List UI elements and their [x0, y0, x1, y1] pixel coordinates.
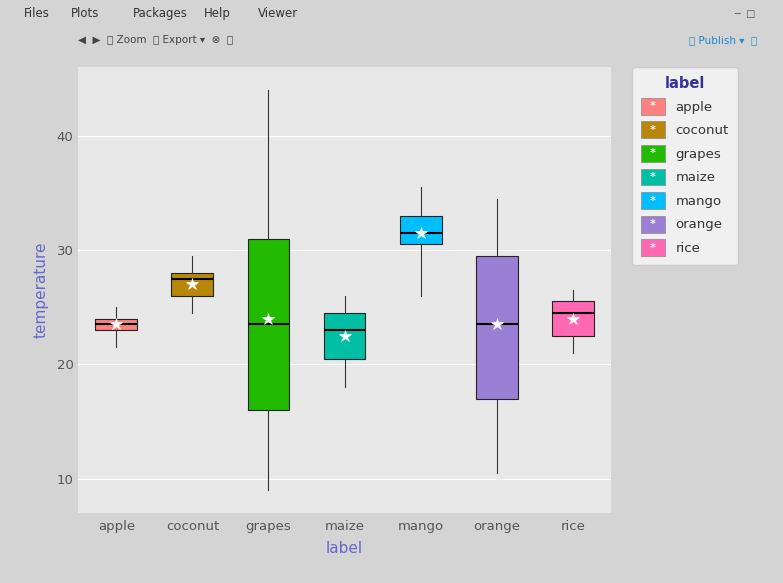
Text: *: *	[650, 149, 656, 159]
X-axis label: label: label	[326, 542, 363, 556]
Text: 🔄 Publish ▾  🔃: 🔄 Publish ▾ 🔃	[689, 35, 757, 45]
Text: *: *	[650, 101, 656, 111]
Text: *: *	[650, 195, 656, 206]
Text: ─  □: ─ □	[734, 9, 756, 19]
Text: *: *	[650, 243, 656, 252]
PathPatch shape	[171, 273, 213, 296]
Text: Files: Files	[23, 7, 49, 20]
Text: Packages: Packages	[133, 7, 188, 20]
PathPatch shape	[552, 301, 594, 336]
Text: Plots: Plots	[70, 7, 99, 20]
Legend: apple, coconut, grapes, maize, mango, orange, rice: apple, coconut, grapes, maize, mango, or…	[632, 67, 738, 265]
PathPatch shape	[476, 256, 518, 399]
PathPatch shape	[323, 313, 366, 359]
Text: ◀  ▶  🔍 Zoom  📋 Export ▾  ⊗  🎨: ◀ ▶ 🔍 Zoom 📋 Export ▾ ⊗ 🎨	[78, 35, 233, 45]
Text: *: *	[650, 125, 656, 135]
Text: Help: Help	[204, 7, 230, 20]
Y-axis label: temperature: temperature	[33, 242, 49, 338]
Text: *: *	[650, 172, 656, 182]
PathPatch shape	[399, 216, 442, 244]
Text: Viewer: Viewer	[258, 7, 298, 20]
PathPatch shape	[96, 319, 137, 330]
PathPatch shape	[247, 238, 290, 410]
Text: *: *	[650, 219, 656, 229]
